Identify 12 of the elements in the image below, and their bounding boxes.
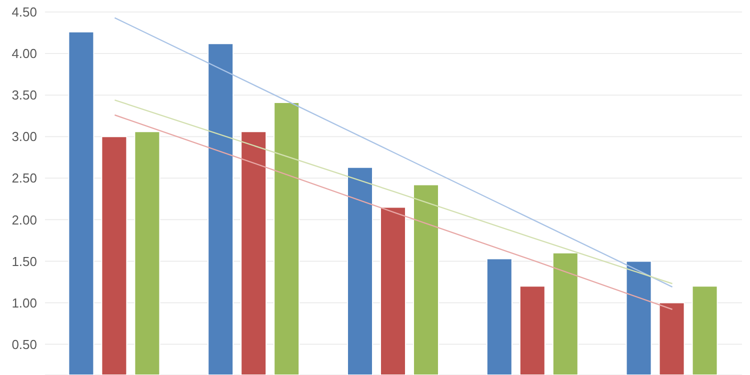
y-tick-label: 1.50 [12, 254, 37, 269]
line-series [114, 17, 673, 288]
y-tick-label: 1.00 [12, 295, 37, 310]
line-series [114, 99, 673, 284]
y-tick-label: 3.50 [12, 88, 37, 103]
y-tick-label: 4.50 [12, 4, 37, 20]
y-tick-label: 0.50 [12, 336, 37, 352]
y-tick-label: 3.00 [12, 129, 37, 144]
line-series [114, 114, 673, 310]
y-tick-label: 4.00 [12, 46, 37, 62]
y-tick-label: 2.50 [12, 170, 37, 186]
y-tick-label: 2.00 [12, 212, 37, 228]
